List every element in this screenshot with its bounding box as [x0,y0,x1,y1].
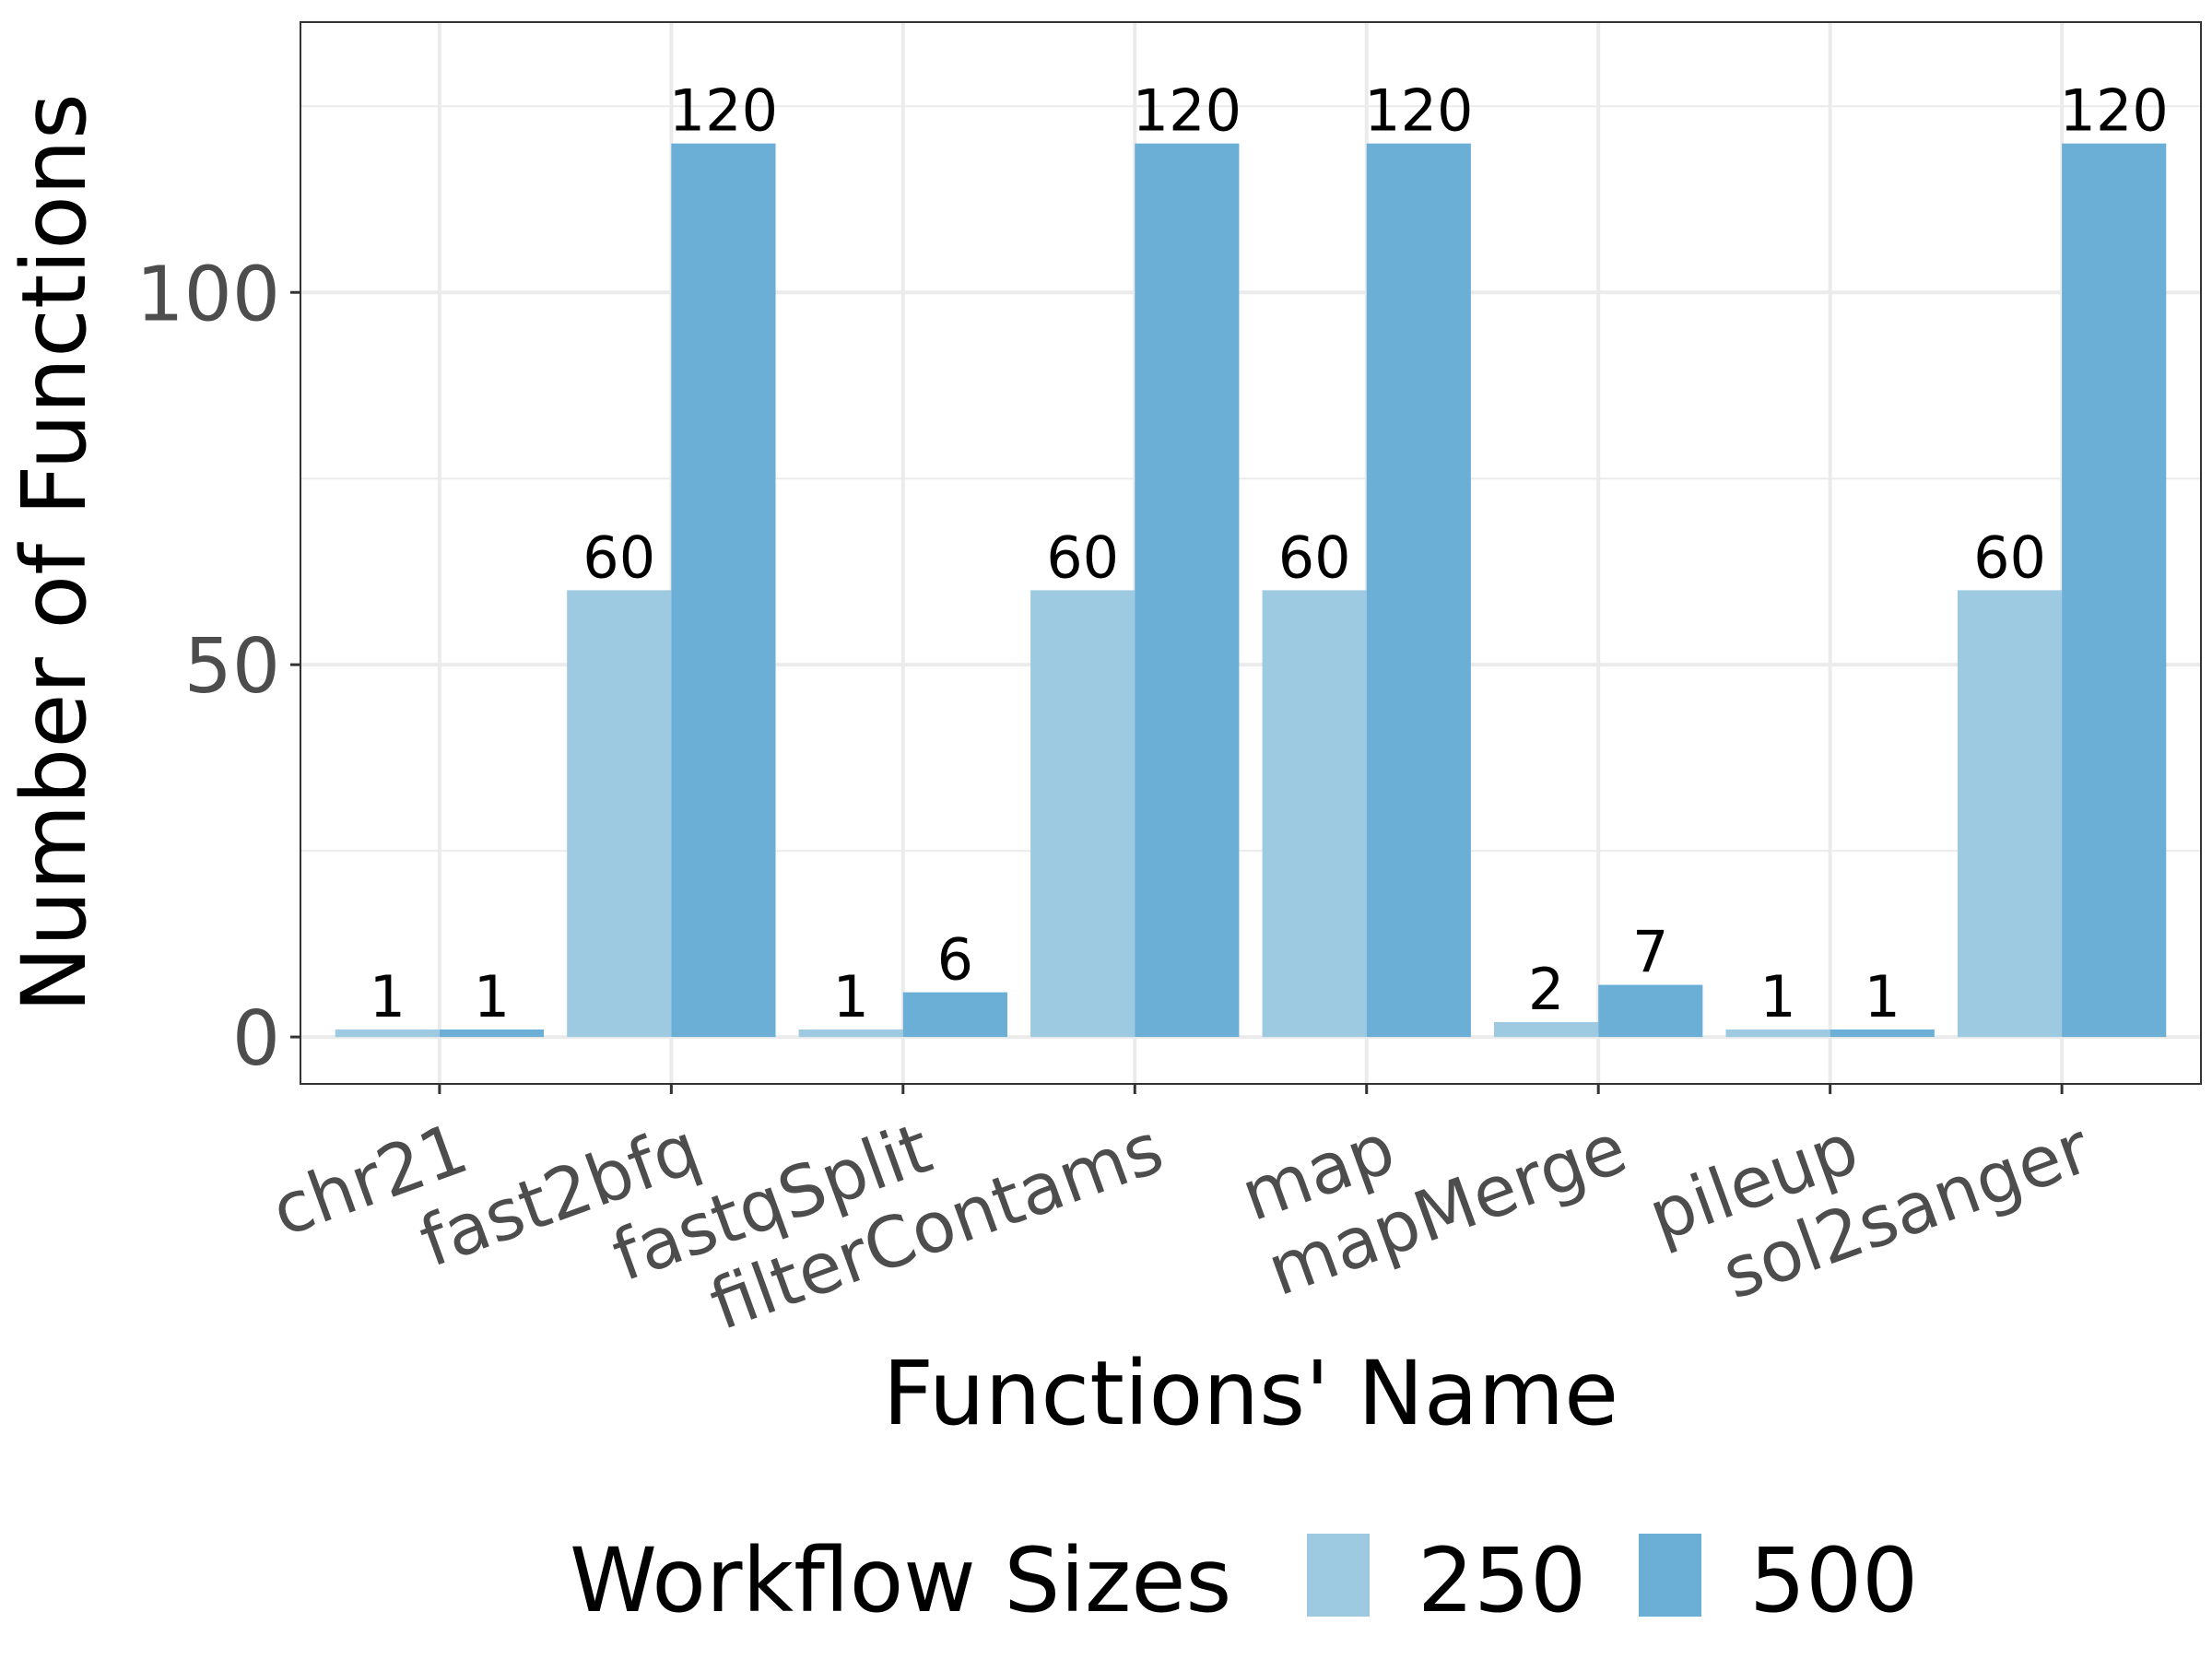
value-label-fastqsplit-500: 6 [937,926,973,994]
value-label-pileup-250: 1 [1759,963,1795,1030]
bar-sol2sanger-250 [1957,590,2063,1038]
y-axis: 0 50 100 [135,251,300,1083]
bars [335,143,2167,1038]
value-label-fast2bfq-250: 60 [582,524,655,591]
value-label-chr21-250: 1 [370,963,406,1030]
bar-pileup-500 [1830,1030,1935,1038]
legend-title: Workflow Sizes [570,1529,1231,1632]
legend-key-500 [1639,1534,1701,1617]
value-label-pileup-500: 1 [1865,963,1900,1030]
legend: Workflow Sizes 250 500 [570,1529,1918,1632]
y-tick-label: 0 [232,995,280,1083]
value-label-chr21-500: 1 [474,963,510,1030]
value-label-mapmerge-500: 7 [1632,919,1668,986]
legend-label-500: 500 [1749,1529,1918,1632]
value-label-map-250: 60 [1278,524,1351,591]
value-label-map-500: 120 [1364,77,1473,145]
bar-fastqsplit-500 [902,992,1007,1038]
plot-panel-border [300,21,2202,1085]
value-label-fastqsplit-250: 1 [832,963,868,1030]
y-tick-label: 50 [184,623,280,711]
legend-key-250 [1307,1534,1370,1617]
bar-map-500 [1366,143,1471,1038]
bar-chr21-250 [335,1030,440,1038]
value-label-sol2sanger-500: 120 [2060,77,2169,145]
y-axis-title: Number of Functions [3,93,106,1013]
bar-map-250 [1262,590,1367,1038]
legend-label-250: 250 [1418,1529,1586,1632]
value-label-filtercontams-500: 120 [1133,77,1241,145]
bar-fast2bfq-500 [671,143,776,1038]
bar-chr21-500 [439,1030,545,1038]
bar-fastqsplit-250 [798,1030,903,1038]
bar-mapmerge-250 [1494,1021,1599,1038]
y-tick-label: 100 [135,251,280,338]
bar-fast2bfq-250 [567,590,672,1038]
value-label-mapmerge-250: 2 [1528,956,1564,1023]
value-label-filtercontams-250: 60 [1046,524,1119,591]
bar-mapmerge-500 [1598,984,1703,1038]
bar-filtercontams-500 [1135,143,1240,1038]
x-axis-title: Functions' Name [883,1342,1618,1445]
bar-filtercontams-250 [1030,590,1135,1038]
value-label-fast2bfq-500: 120 [669,77,778,145]
bar-sol2sanger-500 [2062,143,2167,1038]
bar-pileup-250 [1725,1030,1830,1038]
value-label-sol2sanger-250: 60 [1973,524,2046,591]
value-labels: 1 1 60 120 1 6 60 120 60 120 2 7 1 1 60 120 [370,77,2169,1030]
